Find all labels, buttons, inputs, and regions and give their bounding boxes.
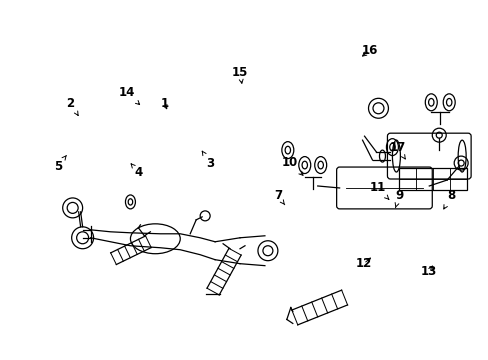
Text: 17: 17 (388, 141, 405, 159)
Text: 3: 3 (202, 151, 214, 170)
Text: 2: 2 (66, 97, 78, 116)
Text: 6: 6 (0, 359, 1, 360)
Text: 10: 10 (281, 156, 303, 175)
Text: 11: 11 (368, 181, 388, 199)
Text: 15: 15 (231, 66, 248, 83)
Text: 7: 7 (273, 189, 284, 205)
Text: 9: 9 (394, 189, 403, 208)
Text: 4: 4 (131, 164, 142, 179)
Text: 13: 13 (420, 265, 436, 278)
Text: 16: 16 (361, 44, 377, 57)
Text: 5: 5 (54, 156, 66, 172)
Text: 12: 12 (355, 257, 371, 270)
Text: 1: 1 (160, 97, 168, 110)
Text: 8: 8 (443, 189, 454, 209)
Text: 14: 14 (118, 86, 139, 104)
Bar (399, 168, 466, 190)
